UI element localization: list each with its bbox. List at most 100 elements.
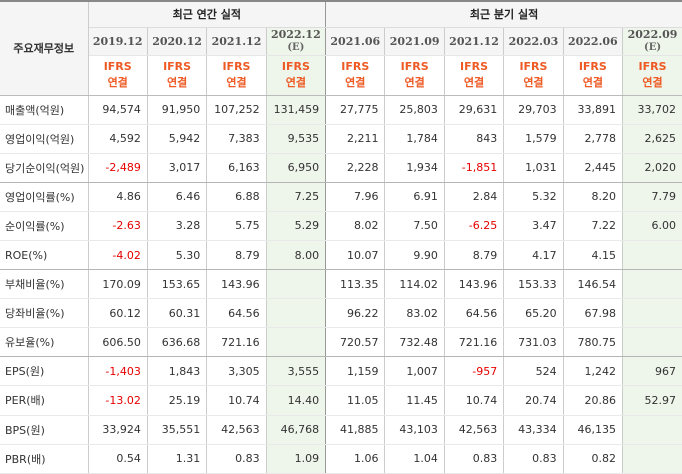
period-header: 2022.06	[563, 27, 624, 56]
value-cell: 7.25	[266, 182, 327, 212]
value-cell: 11.45	[384, 385, 445, 416]
value-cell: 153.33	[503, 269, 564, 300]
value-cell: 7,383	[206, 124, 267, 154]
value-cell: 52.97	[622, 385, 682, 416]
value-cell: 732.48	[384, 327, 445, 358]
value-cell: 43,103	[384, 415, 445, 445]
value-cell: 33,891	[563, 95, 624, 125]
period-label: 2021.06	[330, 34, 381, 48]
ifrs-basis-label: IFRS 연결	[325, 55, 386, 96]
value-cell: 0.83	[444, 444, 505, 474]
value-cell: 94,574	[88, 95, 148, 125]
value-cell: 731.03	[503, 327, 564, 358]
value-cell: -4.02	[88, 240, 148, 271]
period-header: 2021.12	[444, 27, 505, 56]
value-cell: 107,252	[206, 95, 267, 125]
table-row: EPS(원) -1,403 1,843 3,305 3,555 1,159 1,007 -95…	[0, 356, 682, 387]
table-row: 당좌비율(%) 60.12 60.31 64.56 96.22 83.02 64.56 65.…	[0, 298, 682, 329]
ifrs-label: IFRS	[578, 60, 607, 73]
value-cell: 1,007	[384, 356, 445, 387]
value-cell: -957	[444, 356, 505, 387]
value-cell: 8.02	[325, 211, 386, 241]
value-cell: 11.05	[325, 385, 386, 416]
value-cell	[266, 327, 327, 358]
value-cell: 60.31	[147, 298, 208, 329]
value-cell: 67.98	[563, 298, 624, 329]
row-label: 유보율(%)	[0, 327, 89, 358]
period-header: 2019.12	[88, 27, 148, 56]
ifrs-basis-label: IFRS 연결	[206, 55, 267, 96]
value-cell: 146.54	[563, 269, 624, 300]
value-cell	[266, 298, 327, 329]
value-cell: 25.19	[147, 385, 208, 416]
value-cell: 14.40	[266, 385, 327, 416]
consolidated-label: 연결	[226, 76, 247, 89]
value-cell: 3,305	[206, 356, 267, 387]
table-row: 순이익률(%) -2.63 3.28 5.75 5.29 8.02 7.50 -6.25 3.4…	[0, 211, 682, 241]
value-cell: 20.86	[563, 385, 624, 416]
value-cell: 0.83	[206, 444, 267, 474]
value-cell: 1.09	[266, 444, 327, 474]
value-cell: 5.32	[503, 182, 564, 212]
corner-header: 주요재무정보	[0, 0, 89, 96]
ifrs-label: IFRS	[163, 60, 192, 73]
ifrs-label: IFRS	[400, 60, 429, 73]
value-cell: 64.56	[206, 298, 267, 329]
period-label: 2022.09	[627, 28, 678, 41]
table-row: 당기순이익(억원) -2,489 3,017 6,163 6,950 2,228 1,934…	[0, 153, 682, 183]
value-cell: 10.74	[444, 385, 505, 416]
value-cell: 4.86	[88, 182, 148, 212]
value-cell: 29,703	[503, 95, 564, 125]
value-cell: 1,579	[503, 124, 564, 154]
value-cell: 27,775	[325, 95, 386, 125]
value-cell	[266, 269, 327, 300]
ifrs-basis-label: IFRS 연결	[266, 55, 327, 96]
value-cell: 1,934	[384, 153, 445, 183]
row-label: 영업이익률(%)	[0, 182, 89, 212]
consolidated-label: 연결	[523, 76, 544, 89]
value-cell: 1.31	[147, 444, 208, 474]
value-cell: 1,843	[147, 356, 208, 387]
value-cell: 7.79	[622, 182, 682, 212]
value-cell: 843	[444, 124, 505, 154]
row-label: PBR(배)	[0, 444, 89, 474]
value-cell: 2,778	[563, 124, 624, 154]
period-label: 2020.12	[152, 34, 202, 48]
ifrs-basis-label: IFRS 연결	[622, 55, 682, 96]
value-cell: 96.22	[325, 298, 386, 329]
value-cell: 5.75	[206, 211, 267, 241]
value-cell: 131,459	[266, 95, 327, 125]
value-cell: 5.30	[147, 240, 208, 271]
consolidated-label: 연결	[345, 76, 366, 89]
value-cell: 3,017	[147, 153, 208, 183]
value-cell: 7.96	[325, 182, 386, 212]
ifrs-basis-label: IFRS 연결	[444, 55, 505, 96]
value-cell: 780.75	[563, 327, 624, 358]
value-cell	[622, 240, 682, 271]
value-cell: 10.07	[325, 240, 386, 271]
consolidated-label: 연결	[463, 76, 485, 89]
value-cell	[622, 269, 682, 300]
value-cell: 3.47	[503, 211, 564, 241]
value-cell: 1,159	[325, 356, 386, 387]
period-label: 2022.06	[567, 34, 618, 48]
value-cell: 33,702	[622, 95, 682, 125]
value-cell: 113.35	[325, 269, 386, 300]
period-label: 2019.12	[92, 34, 143, 48]
table-row: 유보율(%) 606.50 636.68 721.16 720.57 732.48 721.…	[0, 327, 682, 358]
value-cell: -13.02	[88, 385, 148, 416]
period-header: 2021.12	[206, 27, 267, 56]
ifrs-label: IFRS	[519, 60, 548, 73]
period-label: 2022.03	[508, 34, 559, 48]
value-cell: 2.84	[444, 182, 505, 212]
period-header: 2020.12	[147, 27, 208, 56]
ifrs-label: IFRS	[460, 60, 489, 73]
value-cell: 1.04	[384, 444, 445, 474]
period-header: 2022.12 (E)	[266, 27, 327, 56]
value-cell: 3.28	[147, 211, 208, 241]
consolidated-label: 연결	[107, 76, 128, 89]
value-cell: 4.15	[563, 240, 624, 271]
value-cell: -2,489	[88, 153, 148, 183]
value-cell: 153.65	[147, 269, 208, 300]
